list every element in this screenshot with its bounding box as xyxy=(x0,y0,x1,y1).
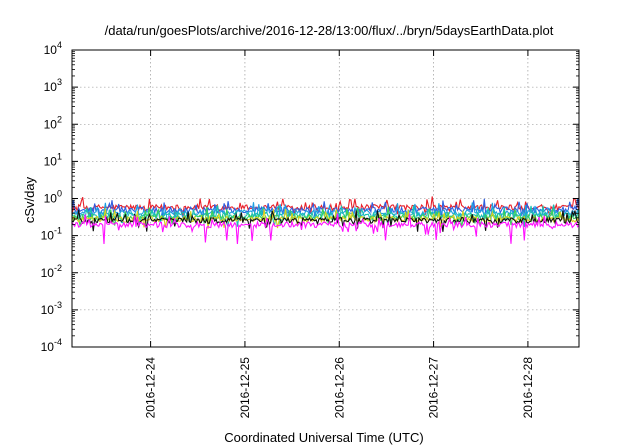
x-tick-label: 2016-12-26 xyxy=(332,357,346,419)
x-tick-label: 2016-12-24 xyxy=(144,357,158,419)
chart-title: /data/run/goesPlots/archive/2016-12-28/1… xyxy=(105,23,554,38)
y-tick-label: 101 xyxy=(44,151,62,168)
y-tick-label: 103 xyxy=(44,77,62,94)
series-line xyxy=(71,208,580,229)
y-tick-label: 104 xyxy=(44,40,62,57)
x-tick-label: 2016-12-25 xyxy=(238,357,252,419)
x-axis: 2016-12-24 2016-12-25 2016-12-26 2016-12-27… xyxy=(144,50,535,418)
x-tick-label: 2016-12-28 xyxy=(521,357,535,419)
series-line xyxy=(71,213,580,245)
y-tick-label: 10-2 xyxy=(41,263,62,280)
y-tick-label: 10-3 xyxy=(41,300,62,317)
x-axis-label: Coordinated Universal Time (UTC) xyxy=(224,430,423,445)
grid-lines xyxy=(72,50,579,347)
series-group xyxy=(71,196,580,245)
x-tick-label: 2016-12-27 xyxy=(427,357,441,419)
y-axis: 10-4 10-3 10-2 10-1 100 101 102 103 104 xyxy=(41,40,579,354)
y-tick-label: 102 xyxy=(44,114,62,131)
y-tick-label: 10-1 xyxy=(41,226,62,243)
y-axis-label: cSv/day xyxy=(22,176,37,223)
series-line xyxy=(71,209,580,232)
y-tick-label: 100 xyxy=(44,189,62,206)
y-tick-label: 10-4 xyxy=(41,337,62,354)
series-line xyxy=(71,198,580,219)
